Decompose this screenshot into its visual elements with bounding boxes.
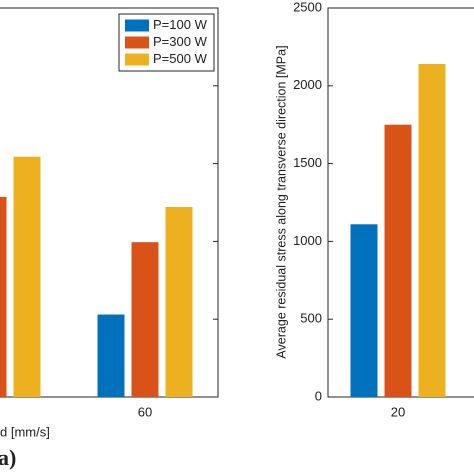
y-tick-label: 1500	[293, 155, 322, 170]
y-tick-label: 500	[300, 311, 322, 326]
y-tick-label: 0	[315, 388, 322, 403]
x-tick-label: 20	[391, 404, 405, 419]
legend-label: P=100 W	[153, 17, 208, 32]
y-tick-label: 1000	[293, 233, 322, 248]
panel-label: a)	[0, 445, 16, 470]
legend-label: P=500 W	[153, 51, 208, 66]
y-tick-label: 2500	[293, 0, 322, 14]
legend-swatch	[125, 19, 149, 32]
legend-label: P=300 W	[153, 34, 208, 49]
bar	[97, 314, 125, 397]
bar	[384, 124, 412, 397]
bar	[13, 156, 41, 397]
bar	[350, 224, 378, 397]
x-tick-label: 60	[138, 404, 152, 419]
bar	[131, 242, 159, 397]
y-axis-label: Average residual stress along transverse…	[274, 45, 288, 358]
x-axis-label: d [mm/s]	[0, 424, 50, 439]
bar	[165, 207, 193, 397]
legend-swatch	[125, 53, 149, 66]
legend: P=100 W P=300 W P=500 W	[118, 13, 215, 72]
legend-swatch	[125, 36, 149, 49]
bar	[418, 64, 446, 398]
bar	[0, 196, 7, 397]
y-tick-label: 2000	[293, 77, 322, 92]
